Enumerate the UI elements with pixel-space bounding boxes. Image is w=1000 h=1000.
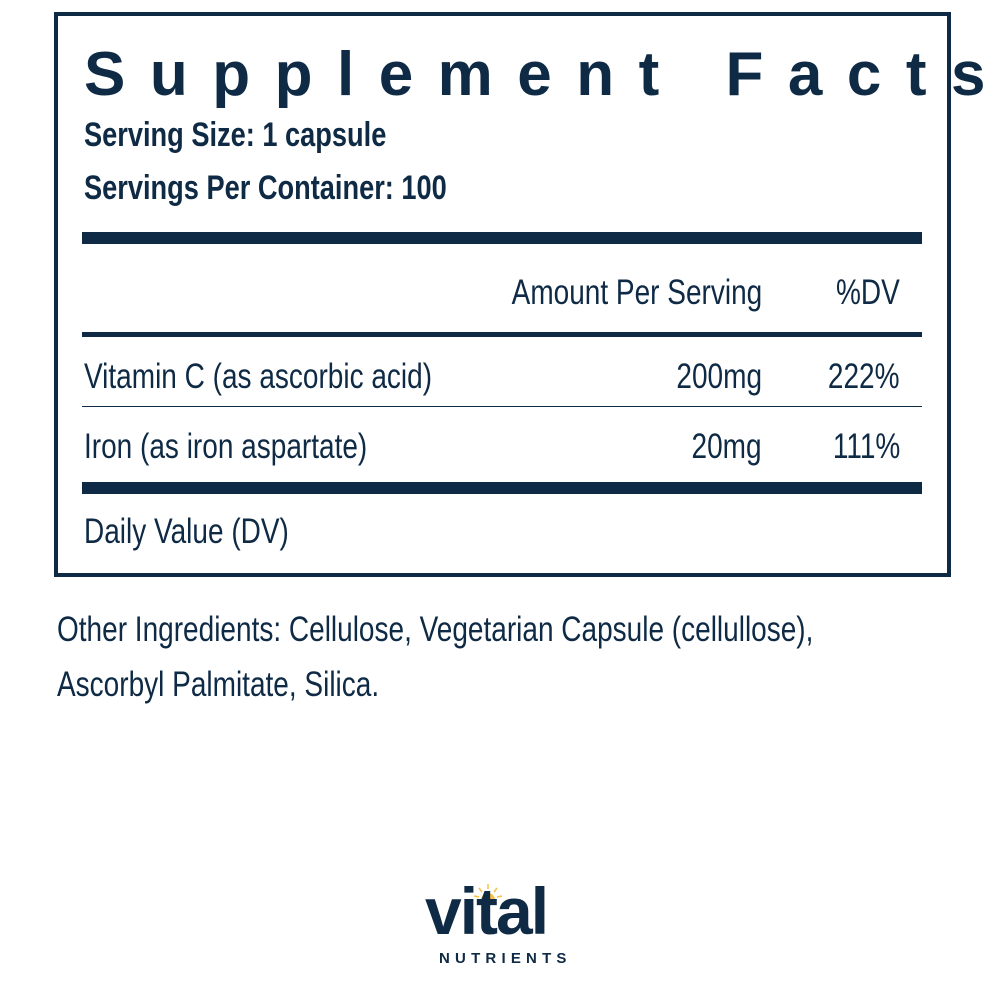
thick-divider bbox=[82, 482, 922, 494]
nutrient-dv: 222% bbox=[828, 357, 900, 396]
brand-subtitle: NUTRIENTS bbox=[439, 950, 572, 967]
serving-size: Serving Size: 1 capsule bbox=[84, 116, 387, 154]
nutrient-name: Iron (as iron aspartate) bbox=[84, 427, 368, 466]
supplement-facts-panel bbox=[54, 12, 951, 577]
row-divider bbox=[82, 406, 922, 407]
other-ingredients-line2: Ascorbyl Palmitate, Silica. bbox=[57, 665, 380, 704]
brand-name: vital bbox=[425, 874, 549, 948]
dv-header: %DV bbox=[836, 273, 900, 312]
nutrient-amount: 200mg bbox=[676, 357, 762, 396]
nutrient-amount: 20mg bbox=[691, 427, 762, 466]
sun-icon bbox=[473, 884, 503, 900]
brand-logo: vital NUTRIENTS bbox=[425, 878, 585, 973]
daily-value-footnote: Daily Value (DV) bbox=[84, 512, 289, 551]
amount-per-serving-header: Amount Per Serving bbox=[511, 273, 762, 312]
nutrient-dv: 111% bbox=[832, 427, 900, 466]
servings-per-container: Servings Per Container: 100 bbox=[84, 169, 447, 207]
header-divider bbox=[82, 332, 922, 337]
thick-divider bbox=[82, 232, 922, 244]
panel-title: Supplement Facts bbox=[84, 40, 1000, 109]
other-ingredients-line1: Other Ingredients: Cellulose, Vegetarian… bbox=[57, 610, 814, 649]
nutrient-name: Vitamin C (as ascorbic acid) bbox=[84, 357, 433, 396]
